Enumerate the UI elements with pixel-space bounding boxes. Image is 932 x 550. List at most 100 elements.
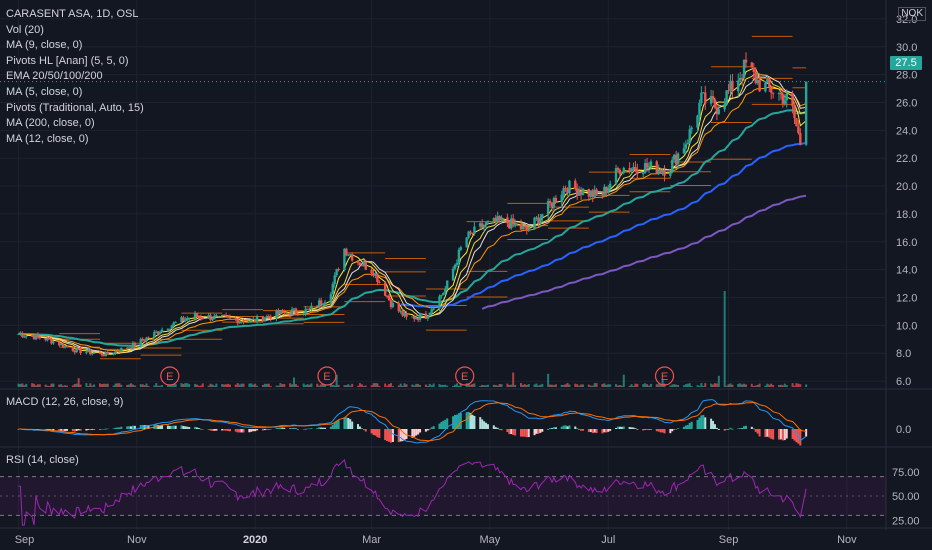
candle-body [360,265,364,267]
candle-body [479,223,482,227]
volume-bar [628,385,631,387]
macd-histogram-bar [551,428,553,429]
currency-badge[interactable]: NOK [898,7,926,21]
candle-body [403,313,406,316]
candle-body [482,225,486,228]
candle-body [30,335,34,337]
candle-body [364,262,367,270]
volume-bar [19,383,22,387]
candle-body [221,314,224,316]
candle-body [552,197,556,208]
macd-histogram-bar [799,429,802,446]
candlesticks [17,52,808,357]
volume-bar [426,385,429,387]
grid [0,0,932,530]
volume-bar [188,383,191,387]
volume-bar [634,383,637,387]
volume-bar [535,383,538,387]
candle-body [160,329,164,333]
candle-body [310,305,313,309]
volume-bar [201,383,204,387]
volume-bar [424,384,427,387]
candle-body [527,229,530,231]
candle-body [188,317,191,319]
rsi-label[interactable]: RSI (14, close) [6,454,79,466]
macd-histogram-bar [766,429,769,437]
macd-histogram-bar [587,429,590,433]
macd-histogram-bar [102,429,105,430]
volume-bar [525,384,528,387]
candle-body [197,316,201,318]
candle-body [306,308,309,310]
volume-bar [36,384,39,387]
candle-body [550,202,554,208]
macd-histogram-bar [485,422,488,429]
candle-body [591,190,594,198]
volume-bar [704,383,707,387]
volume-bar [442,384,445,387]
macd-label[interactable]: MACD (12, 26, close, 9) [6,396,124,408]
macd-histogram-bar [444,419,447,429]
macd-histogram-bar [52,429,55,431]
volume-bar [48,385,51,387]
volume-bar [655,384,658,387]
volume-bar [294,384,297,387]
volume-bar [758,383,761,387]
candle-body [744,59,748,63]
volume-bar [343,385,346,387]
macd-histogram-bar [473,415,476,429]
volume-bar [263,383,266,387]
macd-histogram-bar [238,429,241,433]
price-tick-label: 26.0 [896,97,917,109]
volume-bar [580,384,583,387]
volume-bar [283,384,286,387]
volume-bar [209,383,212,387]
volume-bar [386,385,389,387]
candle-body [283,311,286,313]
candle-body [147,337,150,339]
macd-histogram-bar [351,421,354,429]
volume-bar [145,383,148,387]
volume-bar [498,384,501,387]
candle-body [34,334,38,340]
earnings-marker-label: E [323,371,330,383]
volume-bar [236,383,239,387]
candle-body [265,316,269,319]
macd-histogram-bar [481,419,484,429]
candle-body [120,347,123,353]
candle-body [240,321,243,323]
volume-bar [739,383,742,387]
macd-histogram-bar [533,429,536,436]
macd-histogram-bar [195,427,198,429]
volume-bar [661,378,664,387]
macd-histogram-bar [657,429,660,432]
volume-bar [337,384,340,387]
volume-bar [506,383,509,387]
macd-histogram-bar [252,429,255,432]
macd-histogram-bar [682,426,685,429]
macd-histogram-bar [467,411,470,429]
macd-histogram-bar [159,425,162,429]
time-tick-label: Sep [719,534,739,546]
volume-bar [648,385,650,387]
macd-histogram-bar [673,429,676,430]
candle-body [519,223,523,230]
volume-bar [779,384,782,387]
volume-bar [306,384,309,387]
candle-body [758,79,761,92]
macd-histogram-bar [669,429,672,434]
candle-body [52,341,55,344]
candle-body [89,349,92,355]
volume-bar [91,385,94,387]
volume-bar [252,384,255,387]
macd-histogram-bar [316,428,319,429]
candle-body [700,92,703,103]
macd-histogram-bar [715,427,718,429]
macd-pane [17,399,808,446]
volume-bar [677,385,680,387]
candle-body [750,62,754,68]
price-tick-label: 16.0 [896,237,917,249]
candle-body [628,167,631,172]
macd-histogram-bar [48,429,51,430]
